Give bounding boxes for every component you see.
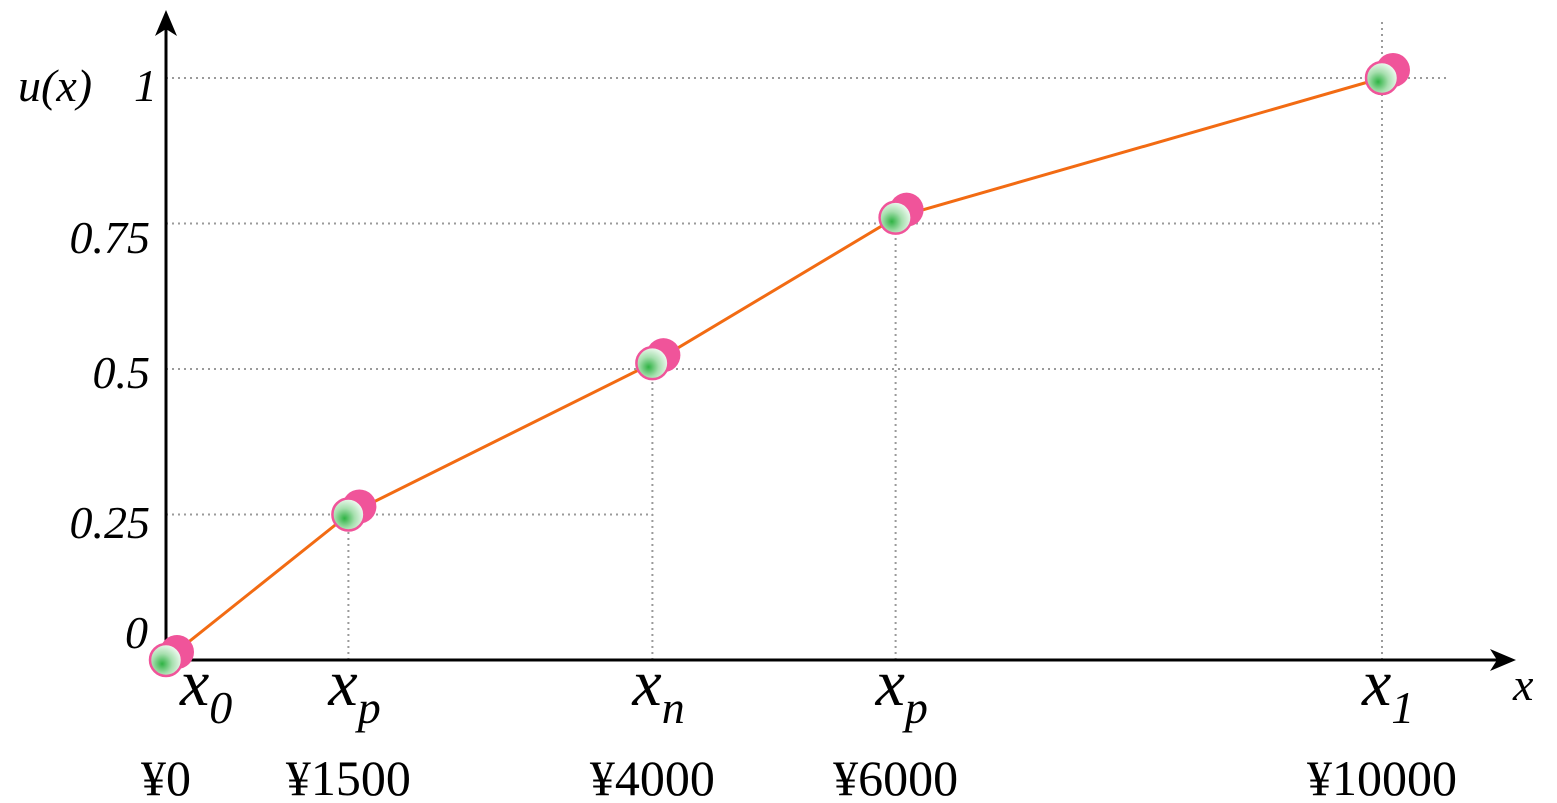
point-label-1: xp [327,647,380,733]
point-label-2: xn [631,647,684,733]
y-tick-label-0: 0 [125,607,148,658]
labels: u(x) x 0 0.25 0.5 0.75 1 x0 ¥0 xp ¥1500 xn ¥4000 xp… [18,60,1534,803]
point-label-4: x1 [1361,647,1414,733]
value-label-3: ¥6000 [833,750,958,803]
axes [155,10,1516,671]
x-axis-arrowhead [1490,649,1516,671]
y-axis-arrowhead [155,10,177,36]
guide-lines [166,22,1450,660]
value-label-4: ¥10000 [1307,750,1457,803]
value-label-1: ¥1500 [286,750,411,803]
data-point-4 [1364,60,1400,96]
data-point-0 [148,642,184,678]
data-point-2 [635,345,670,381]
point-label-0: x0 [179,647,232,733]
point-markers [148,53,1410,678]
x-axis-label: x [1512,659,1534,710]
y-tick-label-4: 1 [134,60,157,111]
y-tick-label-3: 0.75 [70,212,151,263]
y-tick-label-2: 0.5 [93,347,151,398]
value-label-0: ¥0 [141,750,191,803]
data-point-3 [878,200,913,235]
y-axis-label: u(x) [18,60,92,111]
point-label-3: xp [875,647,928,733]
y-tick-label-1: 0.25 [70,497,151,548]
data-point-1 [331,497,366,532]
value-label-2: ¥4000 [590,750,715,803]
